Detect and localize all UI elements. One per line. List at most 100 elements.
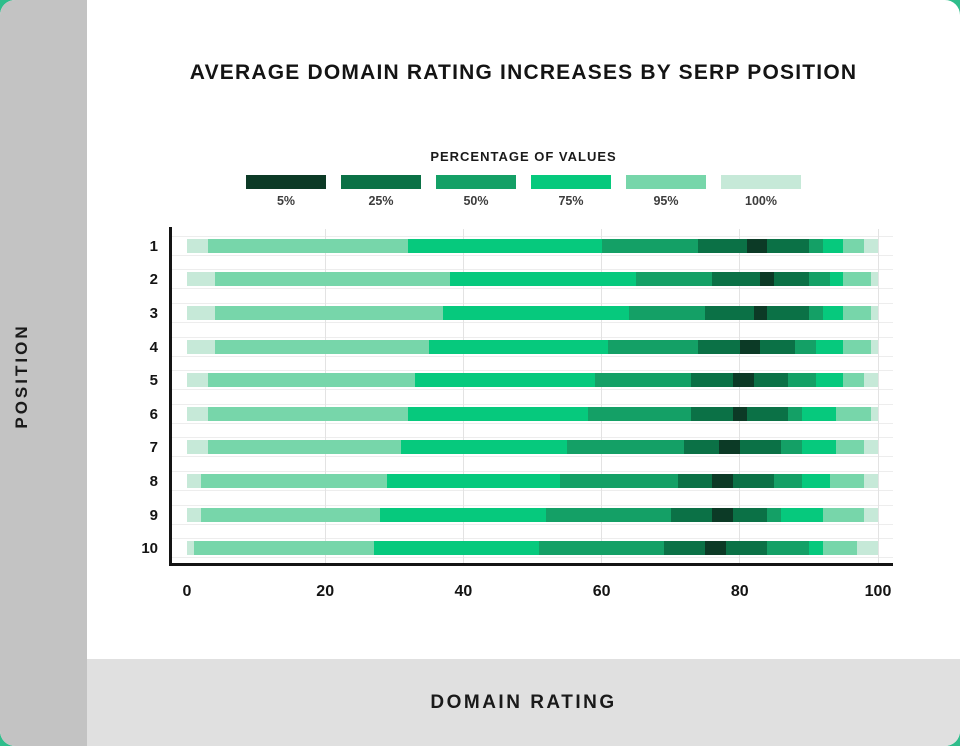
legend-label: 5%	[276, 194, 296, 208]
gridline	[324, 229, 326, 563]
position-label: 5	[149, 372, 158, 390]
percentile-bar-position-10	[187, 541, 878, 556]
position-label: 6	[149, 405, 158, 423]
bar-segment-5pct	[712, 507, 733, 522]
position-label: 8	[149, 473, 158, 490]
legend-swatch	[341, 175, 421, 189]
x-tick-label: 0	[182, 583, 192, 600]
row-guide	[172, 370, 893, 391]
bar-segment-95pct	[836, 440, 865, 455]
bar-segment-5pct	[719, 440, 740, 455]
gridline	[739, 229, 741, 563]
bar-segment-75pct	[401, 440, 568, 455]
position-label: 1	[149, 237, 158, 255]
legend-item: 50%	[436, 175, 516, 208]
row-guide	[172, 303, 893, 323]
x-tick-label: 40	[454, 583, 473, 600]
y-axis-line	[169, 227, 172, 566]
y-axis-title: POSITION	[12, 323, 31, 429]
row-guide	[172, 437, 893, 458]
bar-segment-50pct	[808, 238, 823, 253]
percentile-bar-position-9	[187, 507, 878, 522]
bar-segment-75pct	[373, 541, 540, 556]
bar-segment-5pct	[739, 339, 761, 354]
bar-segment-100pct	[870, 306, 878, 320]
bar-segment-100pct	[187, 406, 208, 421]
percentile-bar-position-6	[187, 406, 878, 421]
bar-segment-25pct	[670, 507, 713, 522]
gridline	[601, 229, 603, 563]
bar-segment-25pct	[705, 306, 754, 320]
bar-segment-100pct	[857, 541, 878, 556]
bar-segment-25pct	[691, 406, 733, 421]
bar-segment-95pct	[214, 272, 450, 287]
bar-segment-95pct	[822, 541, 858, 556]
bar-segment-95pct	[843, 373, 865, 388]
legend-item: 95%	[626, 175, 706, 208]
bar-segment-100pct	[864, 474, 878, 488]
bar-segment-50pct	[539, 541, 664, 556]
gridline	[462, 229, 464, 563]
bar-segment-95pct	[843, 238, 865, 253]
position-label: 4	[149, 338, 158, 356]
bar-segment-50pct	[788, 373, 816, 388]
bar-segment-75pct	[829, 272, 844, 287]
bar-segment-100pct	[187, 339, 215, 354]
bar-segment-25pct	[712, 272, 761, 287]
bar-segment-95pct	[843, 339, 871, 354]
legend-swatch	[531, 175, 611, 189]
bar-segment-100pct	[187, 272, 215, 287]
legend-swatch	[626, 175, 706, 189]
bar-segment-75pct	[380, 507, 547, 522]
legend-label: 100%	[745, 194, 777, 208]
bar-segment-25pct	[739, 440, 782, 455]
legend-swatch	[246, 175, 326, 189]
left-gray-strip	[0, 0, 87, 746]
bottom-gray-band	[87, 659, 960, 746]
legend-item: 75%	[531, 175, 611, 208]
position-label: 2	[149, 271, 158, 289]
bar-segment-95pct	[829, 474, 865, 488]
x-tick-label: 100	[864, 583, 892, 600]
bar-segment-25pct	[684, 440, 720, 455]
bar-segment-50pct	[594, 373, 692, 388]
row-guide	[172, 538, 893, 559]
bar-segment-100pct	[187, 306, 215, 320]
bar-segment-100pct	[864, 440, 878, 455]
bar-segment-95pct	[822, 507, 865, 522]
bar-segment-25pct	[760, 339, 796, 354]
bar-segment-75pct	[449, 272, 637, 287]
bar-segment-75pct	[428, 339, 609, 354]
position-label: 10	[141, 540, 158, 558]
bar-segment-25pct	[698, 238, 747, 253]
bar-segment-50pct	[601, 238, 699, 253]
bar-segment-50pct	[767, 507, 782, 522]
row-guide	[172, 504, 893, 525]
bar-segment-5pct	[753, 306, 768, 320]
bar-segment-50pct	[788, 406, 802, 421]
legend-label: 95%	[653, 194, 679, 208]
legend-label: 50%	[463, 194, 489, 208]
bar-segment-95pct	[843, 272, 871, 287]
legend-swatch	[436, 175, 516, 189]
x-tick-label: 20	[316, 583, 335, 600]
bar-segment-75pct	[808, 541, 823, 556]
bar-segment-95pct	[207, 406, 409, 421]
row-guide	[172, 336, 893, 357]
bar-segment-75pct	[408, 238, 602, 253]
legend-items: 5% 25% 50% 75% 95% 100%	[87, 175, 960, 208]
legend-item: 100%	[721, 175, 801, 208]
bar-segment-50pct	[767, 541, 809, 556]
x-axis-line	[169, 563, 893, 566]
bar-segment-100pct	[187, 373, 208, 388]
percentile-bar-position-7	[187, 440, 878, 455]
bar-segment-100pct	[864, 373, 878, 388]
bar-segment-25pct	[677, 474, 713, 488]
gridline	[877, 229, 879, 563]
bar-segment-25pct	[732, 474, 775, 488]
bar-segment-50pct	[587, 406, 692, 421]
legend-title: PERCENTAGE OF VALUES	[430, 149, 617, 164]
bar-segment-100pct	[871, 272, 878, 287]
bar-segment-5pct	[732, 373, 754, 388]
